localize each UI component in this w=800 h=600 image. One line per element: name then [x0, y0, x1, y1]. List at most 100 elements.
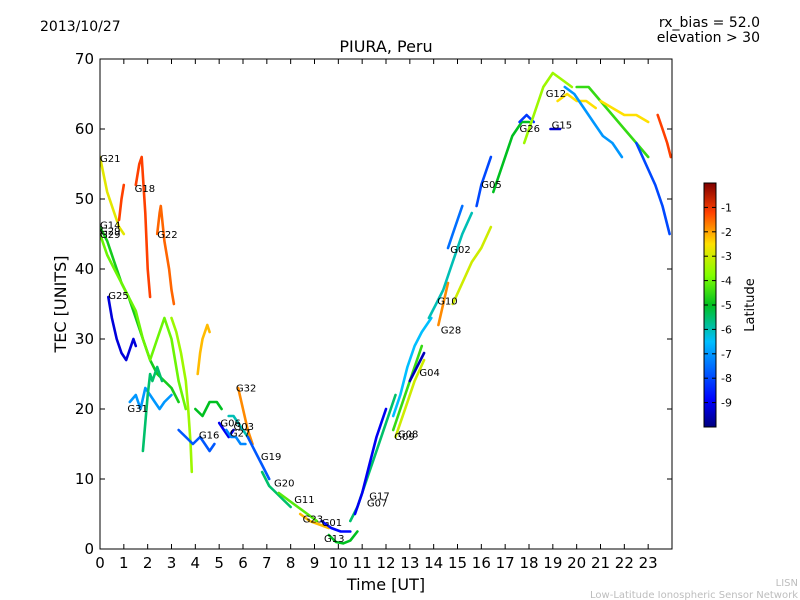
- series-line: [563, 85, 624, 159]
- series-line: [391, 316, 433, 418]
- colorbar-tick-label: -2: [721, 226, 732, 239]
- y-tick-label: 60: [75, 120, 94, 138]
- satellite-label: G03: [234, 422, 254, 433]
- y-tick-label: 0: [84, 540, 94, 558]
- satellite-label: G12: [546, 89, 566, 100]
- series-line: [100, 232, 188, 411]
- satellite-label: G14: [100, 220, 120, 231]
- satellite-label: G02: [450, 245, 470, 256]
- series-line: [236, 386, 254, 446]
- colorbar-tick-label: -5: [721, 299, 732, 312]
- series-line: [155, 204, 176, 306]
- x-tick-label: 20: [567, 554, 586, 572]
- colorbar-label: Latitude: [743, 278, 758, 332]
- satellite-label: G27: [230, 428, 250, 439]
- satellite-label: G18: [135, 184, 155, 195]
- satellite-label: G13: [324, 534, 344, 545]
- satellite-label: G16: [199, 430, 219, 441]
- x-tick-label: 2: [143, 554, 153, 572]
- satellite-label: G15: [552, 120, 572, 131]
- series-line: [227, 414, 250, 439]
- satellite-label: G25: [108, 291, 128, 302]
- y-tick-label: 30: [75, 330, 94, 348]
- series-line: [194, 400, 223, 418]
- series-line: [298, 512, 331, 530]
- satellite-label: G06: [220, 419, 240, 430]
- satellite-label: G28: [441, 325, 461, 336]
- series-line: [117, 183, 126, 222]
- plot-frame: [99, 58, 673, 550]
- x-axis: 0 1 2 3 4 5 6 7 8 9 10 11 12 13 14 15 16 17 18 19 20 21 22 23: [95, 59, 658, 572]
- y-axis-label: TEC [UNITS]: [51, 256, 70, 354]
- x-tick-label: 13: [400, 554, 419, 572]
- satellite-label: G31: [127, 404, 147, 415]
- x-tick-label: 9: [310, 554, 320, 572]
- series-line: [656, 113, 672, 159]
- series-line: [522, 71, 574, 145]
- series-line: [556, 92, 598, 110]
- x-tick-label: 16: [472, 554, 491, 572]
- series-line: [353, 407, 388, 516]
- series-line: [141, 365, 164, 453]
- series-line: [277, 491, 319, 523]
- y-tick-label: 10: [75, 470, 94, 488]
- series-line: [437, 281, 450, 327]
- series-line: [107, 295, 138, 362]
- satellite-label: G10: [437, 297, 457, 308]
- series-line: [196, 323, 211, 376]
- colorbar-tick-label: -6: [721, 323, 732, 336]
- series-line: [394, 358, 426, 439]
- y-axis: 0 10 20 30 40 50 60 70: [75, 50, 672, 558]
- series-line: [134, 155, 152, 299]
- x-tick-label: 11: [353, 554, 372, 572]
- x-tick-label: 8: [286, 554, 296, 572]
- satellite-label: G26: [520, 124, 540, 135]
- x-tick-label: 12: [376, 554, 395, 572]
- x-tick-label: 0: [95, 554, 105, 572]
- satellite-label: G21: [100, 154, 120, 165]
- satellite-label: G01: [322, 518, 342, 529]
- colorbar-tick-label: -7: [721, 348, 732, 361]
- colorbar-tick-label: -8: [721, 372, 732, 385]
- x-tick-label: 21: [591, 554, 610, 572]
- x-tick-label: 15: [448, 554, 467, 572]
- credit-long: Low-Latitude Ionospheric Sensor Network: [590, 590, 798, 600]
- series-line: [451, 225, 493, 306]
- series-line: [177, 428, 216, 453]
- colorbar-tick-label: -4: [721, 275, 732, 288]
- x-tick-label: 4: [191, 554, 201, 572]
- satellite-label: G09: [394, 432, 414, 443]
- series-line: [327, 530, 359, 545]
- x-tick-label: 14: [424, 554, 443, 572]
- series-line: [225, 428, 247, 446]
- series-line: [491, 120, 531, 194]
- series-line: [100, 155, 126, 236]
- satellite-label: G23: [303, 514, 323, 525]
- series-line: [634, 141, 671, 236]
- satellite-label: G17: [369, 491, 389, 502]
- x-tick-label: 3: [167, 554, 177, 572]
- satellite-label: G29: [100, 227, 120, 238]
- x-axis-label: Time [UT]: [346, 575, 425, 594]
- series-line: [170, 316, 194, 474]
- series-line: [599, 99, 650, 124]
- elevation-label: elevation > 30: [657, 30, 760, 46]
- series-line: [427, 211, 474, 320]
- satellite-label: G11: [294, 495, 314, 506]
- colorbar-ticks: -1 -2 -3 -4 -5 -6 -7 -8 -9: [704, 201, 732, 410]
- rx-bias-label: rx_bias = 52.0: [659, 15, 760, 31]
- x-tick-label: 7: [262, 554, 272, 572]
- series-line: [408, 351, 426, 383]
- colorbar-tick-label: -9: [721, 397, 732, 410]
- series-line: [246, 435, 271, 481]
- series-line: [391, 344, 424, 432]
- series-line: [128, 386, 173, 411]
- y-tick-label: 20: [75, 400, 94, 418]
- x-tick-label: 23: [639, 554, 658, 572]
- series-line: [260, 470, 293, 509]
- satellite-label: G20: [274, 479, 294, 490]
- y-tick-label: 70: [75, 50, 94, 68]
- series-line: [475, 155, 493, 208]
- y-tick-label: 40: [75, 260, 94, 278]
